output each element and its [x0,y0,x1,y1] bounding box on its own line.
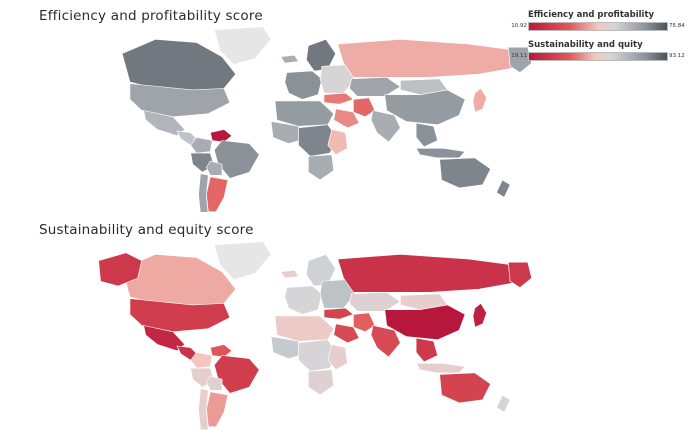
country-new-zealand[interactable] [496,179,511,198]
country-mexico[interactable] [143,110,186,137]
world-map-efficiency[interactable] [0,22,560,212]
country-kamchatka[interactable] [507,47,533,73]
country-turkey[interactable] [323,92,354,105]
country-turkey[interactable] [323,307,354,320]
country-west-africa[interactable] [270,121,305,144]
legend-max-label: 75.84 [669,23,685,29]
country-kazakhstan[interactable] [349,77,401,97]
country-kamchatka[interactable] [507,262,533,288]
country-east-africa[interactable] [327,129,348,156]
country-australia[interactable] [439,372,491,404]
country-chile[interactable] [198,388,209,431]
color-scale-bar: 10.92 75.84 [511,22,685,31]
country-russia[interactable] [337,39,517,78]
country-greenland[interactable] [213,26,272,65]
country-greenland[interactable] [213,241,272,280]
country-venezuela[interactable] [209,344,233,358]
country-southeast-asia[interactable] [415,122,439,148]
country-southern-africa[interactable] [307,154,335,181]
country-united-states[interactable] [129,298,231,333]
country-central-africa[interactable] [298,124,339,157]
country-western-europe[interactable] [284,70,323,100]
country-japan[interactable] [472,87,488,113]
country-indonesia[interactable] [415,363,466,374]
country-brazil[interactable] [213,140,260,179]
country-russia[interactable] [337,254,517,293]
map-title: Sustainability and equity score [39,222,254,238]
country-iceland[interactable] [280,54,299,64]
country-western-europe[interactable] [284,285,323,315]
country-iceland[interactable] [280,269,299,279]
color-scale-bar: 19.11 93.12 [511,52,685,61]
country-alaska[interactable] [98,252,143,287]
legend-min-label: 10.92 [511,23,527,29]
country-united-states[interactable] [129,83,231,118]
country-colombia[interactable] [190,352,213,369]
country-west-africa[interactable] [270,336,305,359]
legend-title: Sustainability and quity [528,40,643,50]
country-venezuela[interactable] [209,129,233,143]
world-map-sustainability[interactable] [0,237,560,432]
country-india[interactable] [370,110,401,143]
country-argentina[interactable] [206,176,229,212]
country-colombia[interactable] [190,137,213,154]
country-north-africa[interactable] [274,315,335,342]
country-saudi-arabia[interactable] [333,323,360,344]
legend-title: Efficiency and profitability [528,10,655,20]
country-southern-africa[interactable] [307,369,335,396]
country-chile[interactable] [198,173,209,212]
country-bolivia[interactable] [205,160,223,176]
country-japan[interactable] [472,302,488,328]
country-indonesia[interactable] [415,148,466,159]
map-title: Efficiency and profitability score [39,8,263,24]
legend-min-label: 19.11 [511,53,527,59]
legend-max-label: 93.12 [669,53,685,59]
country-australia[interactable] [439,157,491,189]
country-kazakhstan[interactable] [349,292,401,312]
country-central-africa[interactable] [298,339,339,372]
country-brazil[interactable] [213,355,260,394]
country-iran[interactable] [353,97,376,118]
country-argentina[interactable] [206,391,229,427]
country-india[interactable] [370,325,401,358]
country-china[interactable] [384,304,466,340]
legend-sustainability: Sustainability and quity 19.11 93.12 [511,40,685,61]
country-china[interactable] [384,89,466,125]
country-iran[interactable] [353,312,376,333]
country-east-africa[interactable] [327,344,348,371]
country-saudi-arabia[interactable] [333,108,360,129]
country-mexico[interactable] [143,325,186,352]
legend-efficiency: Efficiency and profitability 10.92 75.84 [511,10,685,31]
country-southeast-asia[interactable] [415,337,439,363]
country-bolivia[interactable] [205,375,223,391]
country-new-zealand[interactable] [496,394,511,413]
country-north-africa[interactable] [274,100,335,127]
country-canada[interactable] [121,39,237,92]
